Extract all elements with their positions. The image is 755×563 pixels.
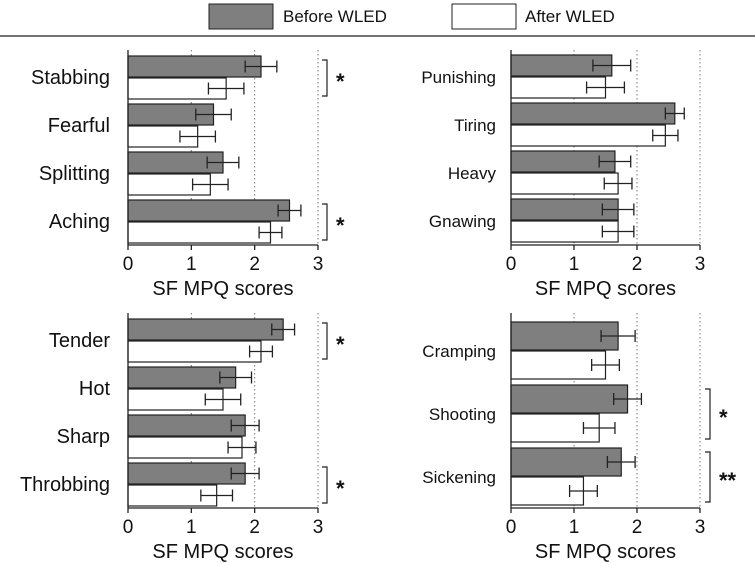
bar-before-sharp <box>127 414 246 437</box>
x-tick-label: 0 <box>123 254 134 275</box>
x-tick-label: 0 <box>123 517 134 538</box>
category-label: Fearful <box>48 115 110 137</box>
bar-before-shooting <box>510 384 629 414</box>
significance-bracket <box>705 451 711 503</box>
x-axis-label: SF MPQ scores <box>152 541 293 563</box>
category-label: Sharp <box>57 426 110 448</box>
x-tick-label: 2 <box>632 254 643 275</box>
chart-panel-bottom-right: Cramping Shooting * Sickening ** 0 1 2 3 SF MPQ s… <box>422 313 737 563</box>
category-label: Tiring <box>454 116 496 135</box>
bar-before-sickening <box>510 447 622 477</box>
x-tick-label: 0 <box>506 254 517 275</box>
category-label: Stabbing <box>31 67 110 89</box>
significance-bracket <box>322 203 328 241</box>
category-label: Cramping <box>422 342 496 361</box>
legend-before-swatch <box>208 3 274 30</box>
chart-panel-bottom-left: Tender * Hot Sharp Throbbing * 0 1 2 3 SF MPQ scor… <box>20 313 345 563</box>
bar-before-cramping <box>510 321 619 351</box>
significance-marker: * <box>336 69 345 94</box>
bar-before-tender <box>127 318 284 341</box>
x-tick-label: 3 <box>695 517 706 538</box>
category-label: Aching <box>49 211 110 233</box>
x-tick-label: 1 <box>186 254 197 275</box>
x-tick-label: 3 <box>313 254 324 275</box>
x-tick-label: 2 <box>249 254 260 275</box>
significance-bracket <box>705 388 711 440</box>
category-label: Tender <box>49 330 110 352</box>
x-axis-label: SF MPQ scores <box>152 278 293 300</box>
x-tick-label: 1 <box>569 254 580 275</box>
bar-after-aching <box>127 221 272 244</box>
legend-before-label: Before WLED <box>283 7 387 26</box>
x-axis-label: SF MPQ scores <box>535 278 676 300</box>
significance-marker: * <box>719 405 728 430</box>
legend-after-swatch <box>451 3 517 30</box>
x-tick-label: 1 <box>186 517 197 538</box>
x-tick-label: 2 <box>249 517 260 538</box>
significance-bracket <box>322 466 328 504</box>
bar-before-stabbing <box>127 55 262 78</box>
significance-bracket <box>322 59 328 97</box>
category-label: Punishing <box>421 68 496 87</box>
category-label: Shooting <box>429 405 496 424</box>
significance-marker: * <box>336 213 345 238</box>
x-tick-label: 3 <box>313 517 324 538</box>
significance-marker: ** <box>719 468 737 493</box>
bar-before-aching <box>127 199 291 222</box>
bar-before-throbbing <box>127 462 246 485</box>
legend-after-label: After WLED <box>525 7 615 26</box>
significance-marker: * <box>336 332 345 357</box>
legend: Before WLED After WLED <box>208 3 615 30</box>
category-label: Sickening <box>422 468 496 487</box>
bar-before-tiring <box>510 102 676 125</box>
chart-panel-top-left: Stabbing * Fearful Splitting Aching * 0 1 2 3 SF M… <box>31 50 345 300</box>
category-label: Throbbing <box>20 474 110 496</box>
chart-panels: Stabbing * Fearful Splitting Aching * 0 1 2 3 SF M… <box>20 50 737 563</box>
category-label: Hot <box>79 378 111 400</box>
chart-panel-top-right: Punishing Tiring Heavy Gnawing 0 1 2 3 SF MPQ sc… <box>421 50 705 300</box>
bar-after-tender <box>127 340 262 363</box>
bar-after-heavy <box>510 172 619 195</box>
bar-after-sharp <box>127 436 243 459</box>
bar-after-tiring <box>510 124 666 147</box>
category-label: Heavy <box>448 164 497 183</box>
x-tick-label: 3 <box>695 254 706 275</box>
significance-marker: * <box>336 476 345 501</box>
category-label: Gnawing <box>429 212 496 231</box>
significance-bracket <box>322 322 328 360</box>
category-label: Splitting <box>39 163 110 185</box>
x-tick-label: 1 <box>569 517 580 538</box>
x-tick-label: 2 <box>632 517 643 538</box>
x-tick-label: 0 <box>506 517 517 538</box>
x-axis-label: SF MPQ scores <box>535 541 676 563</box>
